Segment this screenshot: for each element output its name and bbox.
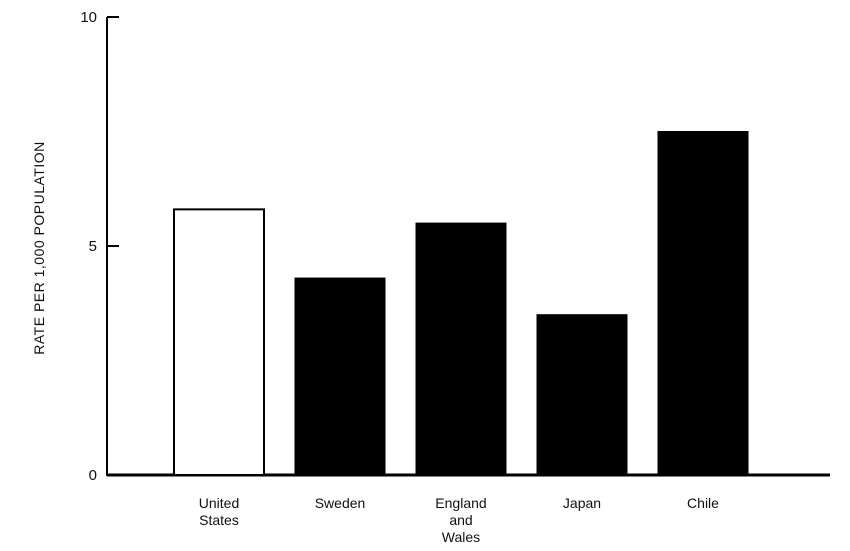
bar bbox=[657, 131, 749, 476]
y-tick-label: 5 bbox=[89, 238, 97, 255]
x-tick-label: Chile bbox=[687, 495, 719, 511]
y-ticks: 0 5 10 bbox=[80, 9, 119, 484]
x-tick-label: United States bbox=[199, 495, 239, 528]
x-tick-label: England and Wales bbox=[435, 495, 486, 545]
bar bbox=[294, 277, 386, 476]
x-tick-label: Japan bbox=[563, 495, 601, 511]
bar bbox=[536, 314, 628, 476]
category-labels: United States Sweden England and Wales Japan Ch… bbox=[199, 495, 719, 545]
y-axis-label: RATE PER 1,000 POPULATION bbox=[31, 141, 47, 355]
bar bbox=[173, 208, 265, 477]
bars bbox=[173, 131, 749, 477]
x-tick-label: Sweden bbox=[315, 495, 366, 511]
y-tick-label: 0 bbox=[89, 467, 97, 484]
bar bbox=[415, 222, 507, 476]
y-tick-label: 10 bbox=[80, 9, 97, 26]
